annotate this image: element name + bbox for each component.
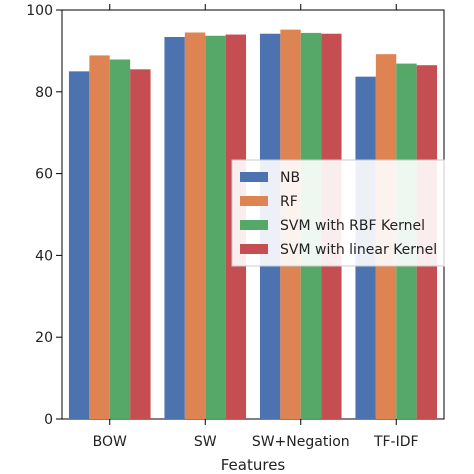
y-tick-label: 40 (35, 248, 53, 264)
y-axis: 0 20 40 60 80 100 (26, 3, 62, 428)
bar-nb-sw (164, 36, 185, 420)
x-tick-label: SW+Negation (252, 434, 350, 450)
bar-svm-with-linear-kernel-bow (130, 69, 151, 420)
legend-entry: SVM with linear Kernel (280, 242, 437, 258)
legend: NB RF SVM with RBF Kernel SVM with linear K… (231, 159, 445, 267)
x-tick-label: BOW (93, 434, 127, 450)
legend-entry: RF (280, 194, 298, 210)
x-axis-label: Features (221, 456, 286, 474)
bar-nb-bow (68, 71, 90, 419)
legend-entry: NB (280, 170, 300, 186)
y-tick-label: 20 (35, 330, 53, 346)
legend-entry: SVM with RBF Kernel (280, 218, 425, 234)
y-tick-label: 80 (35, 85, 53, 101)
bars (68, 29, 438, 420)
y-tick-label: 60 (35, 167, 53, 183)
bar-svm-with-rbf-kernel-sw (205, 35, 226, 419)
legend-swatch (240, 196, 268, 206)
y-tick-label: 100 (26, 3, 53, 19)
x-tick-label: TF-IDF (373, 434, 419, 450)
y-tick-label: 0 (44, 412, 53, 428)
bar-rf-sw (184, 32, 206, 420)
legend-swatch (240, 172, 268, 182)
legend-swatch (240, 220, 268, 230)
bar-svm-with-rbf-kernel-bow (109, 59, 131, 419)
x-axis: BOW SW SW+Negation TF-IDF (93, 4, 419, 450)
legend-swatch (240, 244, 268, 254)
plot-area: 0 20 40 60 80 100 BOW SW SW+Negation TF-IDF (26, 3, 445, 450)
x-tick-label: SW (194, 434, 217, 450)
bar-rf-bow (89, 55, 110, 420)
